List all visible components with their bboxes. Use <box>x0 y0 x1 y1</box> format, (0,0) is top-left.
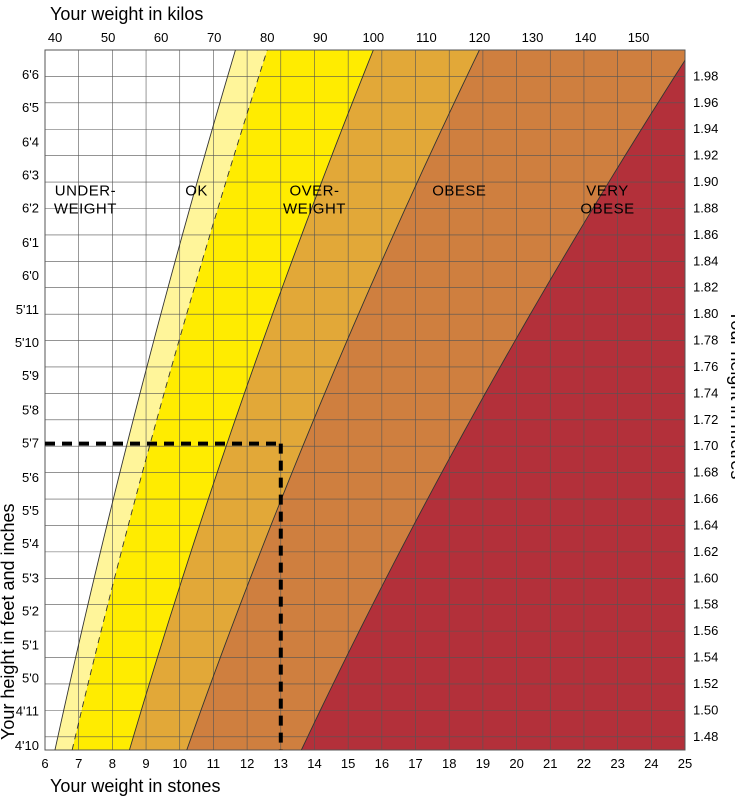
tick-right: 1.98 <box>693 68 718 83</box>
tick-top: 150 <box>628 30 650 45</box>
tick-top: 130 <box>522 30 544 45</box>
tick-right: 1.48 <box>693 729 718 744</box>
tick-right: 1.92 <box>693 148 718 163</box>
tick-top: 100 <box>362 30 384 45</box>
region-label-overweight: WEIGHT <box>283 200 346 217</box>
axis-title-right: Your height in metres <box>727 310 735 479</box>
tick-bottom: 8 <box>109 756 116 771</box>
tick-bottom: 9 <box>142 756 149 771</box>
tick-left: 6'5 <box>22 100 39 115</box>
tick-bottom: 11 <box>207 756 221 771</box>
tick-left: 4'10 <box>15 738 39 753</box>
tick-bottom: 22 <box>577 756 591 771</box>
tick-right: 1.80 <box>693 306 718 321</box>
tick-left: 5'7 <box>22 436 39 451</box>
region-label-very-obese: OBESE <box>580 200 634 217</box>
tick-right: 1.76 <box>693 359 718 374</box>
region-label-overweight: OVER- <box>289 182 339 199</box>
tick-bottom: 14 <box>307 756 321 771</box>
region-label-very-obese: VERY <box>586 182 629 199</box>
tick-bottom: 6 <box>41 756 48 771</box>
tick-left: 6'3 <box>22 167 39 182</box>
tick-right: 1.86 <box>693 227 718 242</box>
tick-right: 1.62 <box>693 544 718 559</box>
tick-top: 140 <box>575 30 597 45</box>
tick-right: 1.60 <box>693 570 718 585</box>
tick-bottom: 20 <box>509 756 523 771</box>
tick-left: 6'2 <box>22 200 39 215</box>
tick-left: 6'0 <box>22 268 39 283</box>
tick-bottom: 23 <box>610 756 624 771</box>
axis-title-top: Your weight in kilos <box>50 4 203 24</box>
tick-left: 5'4 <box>22 536 39 551</box>
tick-right: 1.70 <box>693 438 718 453</box>
tick-bottom: 7 <box>75 756 82 771</box>
tick-right: 1.52 <box>693 676 718 691</box>
tick-top: 80 <box>260 30 274 45</box>
tick-left: 6'4 <box>22 134 39 149</box>
tick-left: 5'1 <box>22 638 39 653</box>
tick-top: 120 <box>469 30 491 45</box>
region-label-obese: OBESE <box>432 182 486 199</box>
tick-right: 1.84 <box>693 253 718 268</box>
tick-bottom: 15 <box>341 756 355 771</box>
tick-top: 110 <box>416 30 437 45</box>
axis-title-bottom: Your weight in stones <box>50 776 220 796</box>
tick-right: 1.54 <box>693 650 718 665</box>
tick-right: 1.64 <box>693 517 718 532</box>
tick-top: 50 <box>101 30 115 45</box>
tick-left: 5'2 <box>22 603 39 618</box>
tick-bottom: 25 <box>678 756 692 771</box>
tick-right: 1.90 <box>693 174 718 189</box>
tick-left: 5'3 <box>22 570 39 585</box>
tick-bottom: 18 <box>442 756 456 771</box>
tick-left: 5'6 <box>22 470 39 485</box>
tick-bottom: 10 <box>173 756 187 771</box>
bmi-chart: UNDER-WEIGHTOKOVER-WEIGHTOBESEVERYOBESE4… <box>0 0 735 800</box>
tick-bottom: 13 <box>274 756 288 771</box>
region-label-underweight: UNDER- <box>55 182 116 199</box>
tick-left: 5'10 <box>15 335 39 350</box>
tick-right: 1.88 <box>693 200 718 215</box>
tick-right: 1.66 <box>693 491 718 506</box>
tick-top: 90 <box>313 30 327 45</box>
region-label-underweight: WEIGHT <box>54 200 117 217</box>
tick-right: 1.82 <box>693 280 718 295</box>
tick-left: 5'9 <box>22 368 39 383</box>
tick-bottom: 24 <box>644 756 658 771</box>
axis-title-left: Your height in feet and inches <box>0 503 18 740</box>
tick-left: 4'11 <box>16 704 39 719</box>
tick-top: 40 <box>48 30 62 45</box>
tick-right: 1.96 <box>693 95 718 110</box>
tick-right: 1.78 <box>693 333 718 348</box>
tick-left: 5'11 <box>16 302 39 317</box>
tick-left: 5'0 <box>22 671 39 686</box>
tick-bottom: 12 <box>240 756 254 771</box>
tick-right: 1.58 <box>693 597 718 612</box>
tick-top: 60 <box>154 30 168 45</box>
tick-left: 6'6 <box>22 67 39 82</box>
tick-left: 5'8 <box>22 403 39 418</box>
tick-right: 1.94 <box>693 121 718 136</box>
tick-bottom: 17 <box>408 756 422 771</box>
tick-right: 1.72 <box>693 412 718 427</box>
bmi-regions <box>45 50 692 750</box>
tick-top: 70 <box>207 30 221 45</box>
tick-left: 6'1 <box>22 235 39 250</box>
tick-bottom: 21 <box>543 756 557 771</box>
tick-bottom: 19 <box>476 756 490 771</box>
tick-right: 1.50 <box>693 702 718 717</box>
tick-right: 1.74 <box>693 385 718 400</box>
tick-left: 5'5 <box>22 503 39 518</box>
region-label-ok: OK <box>185 182 208 199</box>
tick-right: 1.68 <box>693 465 718 480</box>
tick-right: 1.56 <box>693 623 718 638</box>
tick-bottom: 16 <box>375 756 389 771</box>
